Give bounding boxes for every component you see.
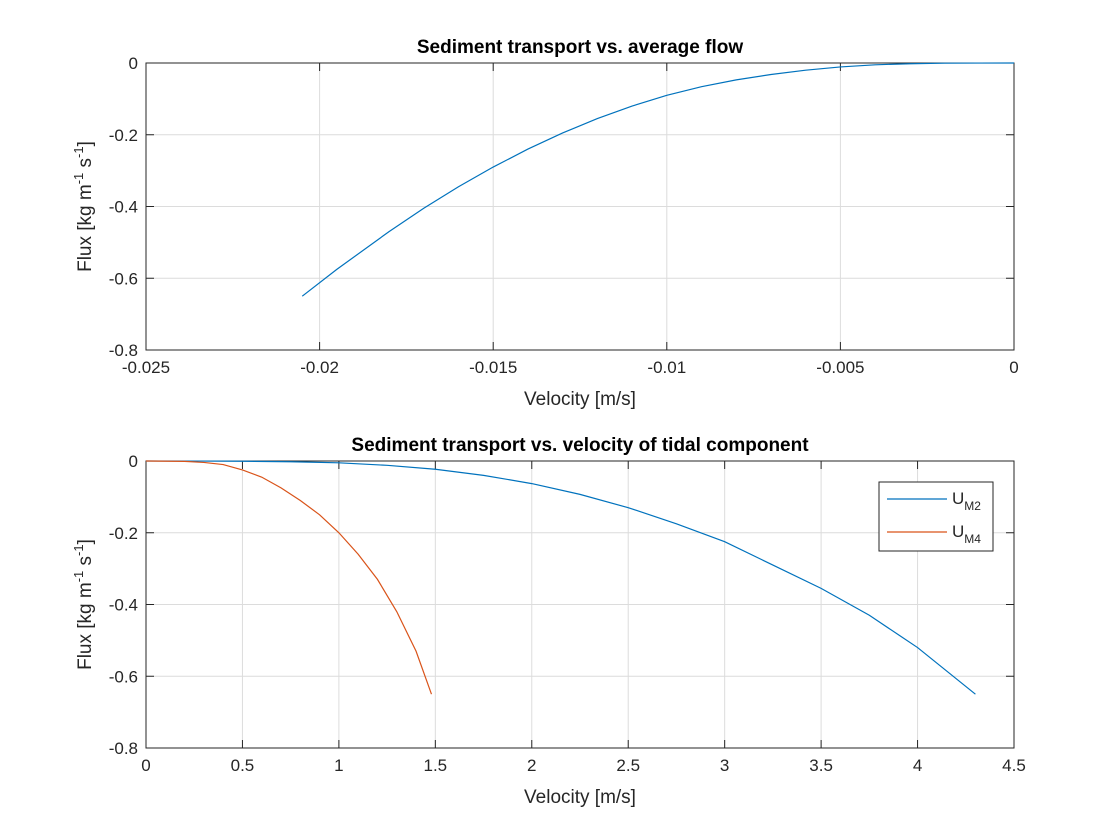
y-axis-label-text: ]	[75, 539, 96, 544]
series-line-m4	[145, 460, 433, 695]
x-tick-label: -0.005	[816, 358, 864, 377]
y-tick-label: 0	[129, 452, 138, 471]
x-tick-label: -0.025	[122, 358, 170, 377]
series-line-1	[301, 62, 1015, 297]
x-tick-label: 1.5	[424, 756, 448, 775]
x-tick-label: -0.015	[469, 358, 517, 377]
x-tick-label: 0.5	[231, 756, 255, 775]
y-axis-label-text: Flux [kg m	[75, 582, 96, 670]
x-tick-label: 0	[141, 756, 150, 775]
x-tick-label: 4.5	[1002, 756, 1026, 775]
legend-entry-main: U	[952, 522, 964, 541]
legend-box	[878, 481, 994, 552]
series-line-m2	[145, 460, 976, 695]
x-tick-label: -0.01	[647, 358, 686, 377]
y-axis-label-superscript: -1	[71, 146, 86, 158]
chart-1: -0.025 -0.02 -0.015 -0.01 -0.005 0 -0.8 -0.6 -0.…	[71, 37, 1019, 410]
legend-entry: UM2	[952, 489, 981, 513]
y-tick-label: -0.8	[109, 739, 138, 758]
y-axis-label-superscript: -1	[71, 173, 86, 185]
x-axis-label: Velocity [m/s]	[524, 389, 636, 410]
y-axis-label-text: s	[75, 158, 96, 173]
x-tick-label: 3.5	[809, 756, 833, 775]
chart-title: Sediment transport vs. velocity of tidal…	[351, 435, 809, 456]
y-tick-label: 0	[129, 54, 138, 73]
y-tick-label: -0.2	[109, 126, 138, 145]
y-tick-label: -0.4	[109, 596, 138, 615]
chart-2: 0 0.5 1 1.5 2 2.5 3 3.5 4 4.5 -0.8 -0.6 -0.4 -0.2 0 Sed…	[71, 435, 1026, 808]
y-axis-label-text: ]	[75, 141, 96, 146]
legend-entry-subscript: M2	[964, 499, 981, 513]
y-tick-label: -0.8	[109, 341, 138, 360]
x-tick-label: 2.5	[616, 756, 640, 775]
x-tick-label: 2	[527, 756, 536, 775]
legend-entry-main: U	[952, 489, 964, 508]
y-tick-label: -0.6	[109, 667, 138, 686]
y-axis-label-superscript: -1	[71, 571, 86, 583]
y-axis-label: Flux [kg m-1 s-1]	[71, 141, 96, 272]
y-axis-label-text: s	[75, 556, 96, 571]
y-axis-label-text: Flux [kg m	[75, 184, 96, 272]
legend-entry: UM4	[952, 522, 981, 546]
x-tick-label: 3	[720, 756, 729, 775]
y-tick-label: -0.4	[109, 198, 138, 217]
x-tick-label: 1	[334, 756, 343, 775]
x-tick-label: 0	[1009, 358, 1018, 377]
y-tick-label: -0.6	[109, 269, 138, 288]
y-axis-label: Flux [kg m-1 s-1]	[71, 539, 96, 670]
x-tick-label: -0.02	[300, 358, 339, 377]
y-axis-label-superscript: -1	[71, 544, 86, 556]
x-tick-label: 4	[913, 756, 922, 775]
legend-entry-subscript: M4	[964, 532, 981, 546]
x-axis-label: Velocity [m/s]	[524, 787, 636, 808]
chart-title: Sediment transport vs. average flow	[417, 37, 743, 58]
y-tick-label: -0.2	[109, 524, 138, 543]
